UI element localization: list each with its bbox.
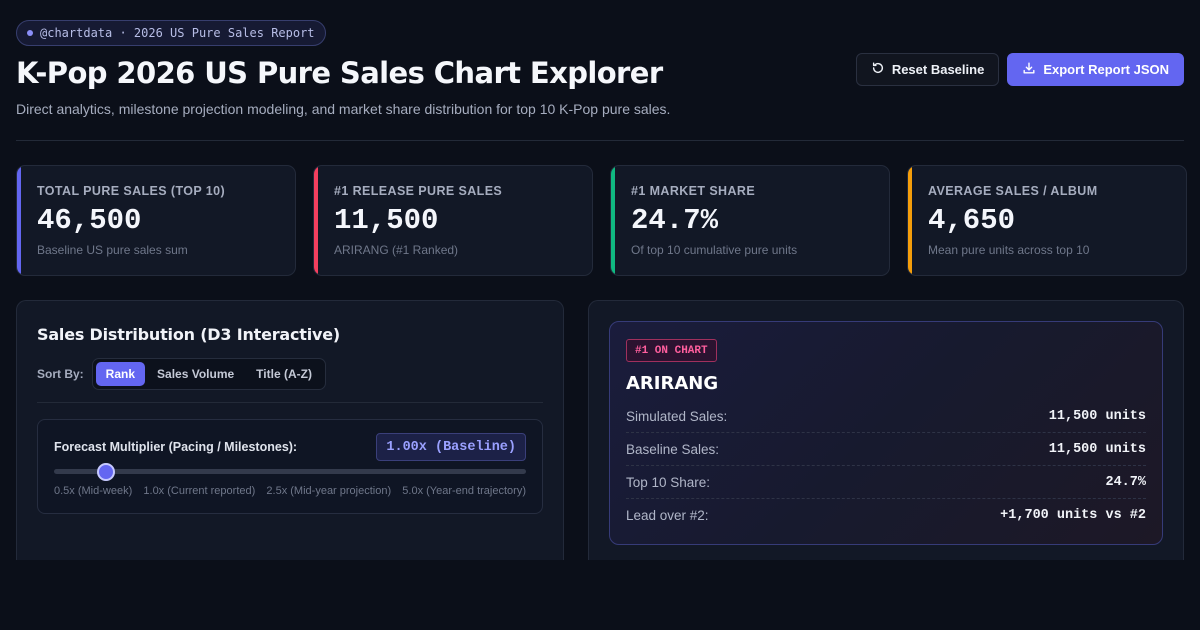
section-divider bbox=[37, 402, 543, 403]
stat-accent-bar bbox=[314, 166, 318, 275]
stat-caption: Mean pure units across top 10 bbox=[928, 243, 1090, 257]
release-stats: Simulated Sales: 11,500 units Baseline S… bbox=[626, 400, 1146, 532]
forecast-value-badge: 1.00x (Baseline) bbox=[376, 433, 526, 461]
panel-title: Sales Distribution (D3 Interactive) bbox=[37, 325, 341, 344]
stat-value: 4,650 bbox=[928, 204, 1016, 237]
stat-label: AVERAGE SALES / ALBUM bbox=[928, 184, 1098, 198]
stat-value: 24.7% bbox=[631, 204, 719, 237]
stat-cards: TOTAL PURE SALES (TOP 10) 46,500 Baselin… bbox=[16, 165, 1187, 276]
stat-caption: Baseline US pure sales sum bbox=[37, 243, 188, 257]
forecast-label: Forecast Multiplier (Pacing / Milestones… bbox=[54, 440, 298, 454]
stat-accent-bar bbox=[908, 166, 912, 275]
sort-option-title[interactable]: Title (A-Z) bbox=[256, 367, 312, 381]
stat-row-label: Simulated Sales: bbox=[626, 408, 728, 424]
source-tag-text: @chartdata · 2026 US Pure Sales Report bbox=[40, 26, 315, 40]
reset-baseline-button[interactable]: Reset Baseline bbox=[855, 53, 1000, 86]
stat-card-average-sales: AVERAGE SALES / ALBUM 4,650 Mean pure un… bbox=[907, 165, 1187, 276]
forecast-slider-thumb[interactable] bbox=[97, 462, 116, 481]
top-release-card[interactable]: #1 ON CHART ARIRANG Simulated Sales: 11,… bbox=[609, 321, 1163, 545]
sort-option-sales-volume[interactable]: Sales Volume bbox=[157, 367, 235, 381]
stat-row-value: 24.7% bbox=[1105, 474, 1146, 490]
download-icon bbox=[1022, 61, 1036, 78]
tick-label: 5.0x (Year-end trajectory) bbox=[402, 485, 526, 497]
rank-badge: #1 ON CHART bbox=[626, 339, 717, 362]
stat-row: Top 10 Share: 24.7% bbox=[626, 466, 1146, 499]
export-report-label: Export Report JSON bbox=[1043, 62, 1169, 77]
dot-icon bbox=[27, 30, 33, 36]
top-release-panel: #1 ON CHART ARIRANG Simulated Sales: 11,… bbox=[588, 300, 1184, 560]
export-report-button[interactable]: Export Report JSON bbox=[1007, 53, 1184, 86]
forecast-multiplier-card: Forecast Multiplier (Pacing / Milestones… bbox=[37, 419, 543, 514]
sort-segmented-control: Rank Sales Volume Title (A-Z) bbox=[91, 358, 326, 390]
tick-label: 2.5x (Mid-year projection) bbox=[266, 485, 392, 497]
stat-row: Simulated Sales: 11,500 units bbox=[626, 400, 1146, 433]
header-divider bbox=[16, 140, 1184, 141]
stat-row: Lead over #2: +1,700 units vs #2 bbox=[626, 499, 1146, 532]
stat-row-value: +1,700 units vs #2 bbox=[1000, 508, 1146, 523]
sales-distribution-panel: Sales Distribution (D3 Interactive) Sort… bbox=[16, 300, 564, 560]
page-subtitle: Direct analytics, milestone projection m… bbox=[16, 101, 671, 117]
tick-label: 1.0x (Current reported) bbox=[143, 485, 256, 497]
stat-value: 46,500 bbox=[37, 204, 142, 237]
release-title: ARIRANG bbox=[626, 373, 719, 394]
stat-row-value: 11,500 units bbox=[1048, 441, 1146, 457]
page-title: K-Pop 2026 US Pure Sales Chart Explorer bbox=[16, 56, 663, 90]
stat-value: 11,500 bbox=[334, 204, 439, 237]
stat-card-total-sales: TOTAL PURE SALES (TOP 10) 46,500 Baselin… bbox=[16, 165, 296, 276]
stat-label: #1 MARKET SHARE bbox=[631, 184, 756, 198]
stat-accent-bar bbox=[17, 166, 21, 275]
refresh-icon bbox=[871, 61, 885, 78]
sort-label: Sort By: bbox=[37, 367, 84, 381]
header-actions: Reset Baseline Export Report JSON bbox=[855, 53, 1184, 86]
stat-label: #1 RELEASE PURE SALES bbox=[334, 184, 503, 198]
stat-caption: Of top 10 cumulative pure units bbox=[631, 243, 798, 257]
stat-row-value: 11,500 units bbox=[1048, 408, 1146, 424]
stat-row-label: Lead over #2: bbox=[626, 508, 709, 523]
stat-label: TOTAL PURE SALES (TOP 10) bbox=[37, 184, 226, 198]
stat-row: Baseline Sales: 11,500 units bbox=[626, 433, 1146, 466]
stat-row-label: Baseline Sales: bbox=[626, 441, 720, 457]
sort-controls: Sort By: Rank Sales Volume Title (A-Z) bbox=[37, 358, 543, 390]
stat-accent-bar bbox=[611, 166, 615, 275]
source-tag: @chartdata · 2026 US Pure Sales Report bbox=[16, 20, 326, 46]
sort-option-rank[interactable]: Rank bbox=[95, 362, 146, 386]
reset-baseline-label: Reset Baseline bbox=[891, 62, 985, 77]
stat-card-top-release: #1 RELEASE PURE SALES 11,500 ARIRANG (#1… bbox=[313, 165, 593, 276]
tick-label: 0.5x (Mid-week) bbox=[54, 485, 133, 497]
stat-card-market-share: #1 MARKET SHARE 24.7% Of top 10 cumulati… bbox=[610, 165, 890, 276]
forecast-slider-track[interactable] bbox=[54, 462, 526, 481]
stat-row-label: Top 10 Share: bbox=[626, 474, 711, 490]
forecast-tick-labels: 0.5x (Mid-week) 1.0x (Current reported) … bbox=[54, 485, 526, 497]
page: @chartdata · 2026 US Pure Sales Report K… bbox=[16, 20, 1187, 560]
stat-caption: ARIRANG (#1 Ranked) bbox=[334, 243, 459, 257]
